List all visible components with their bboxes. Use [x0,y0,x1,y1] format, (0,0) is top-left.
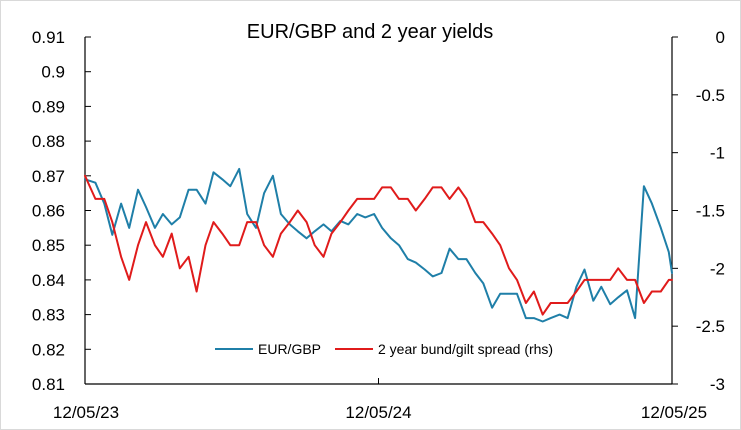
right-tick-label: -1.5 [696,202,725,221]
right-tick-label: -0.5 [696,86,725,105]
right-tick-label: -3 [710,375,725,394]
left-tick-label: 0.87 [32,167,65,186]
legend-label: EUR/GBP [258,341,321,357]
x-tick-label: 12/05/23 [53,403,119,422]
right-tick-label: -1 [710,144,725,163]
left-tick-label: 0.91 [32,28,65,47]
left-tick-label: 0.88 [32,132,65,151]
legend: EUR/GBP 2 year bund/gilt spread (rhs) [215,341,553,357]
x-tick-label: 12/05/24 [345,403,411,422]
legend-label: 2 year bund/gilt spread (rhs) [378,341,553,357]
axes: 0.91 0.9 0.89 0.88 0.87 0.86 0.85 0.84 0.83 0.82 0… [32,28,725,422]
left-tick-label: 0.85 [32,236,65,255]
left-tick-label: 0.84 [32,271,65,290]
left-tick-label: 0.89 [32,97,65,116]
left-tick-label: 0.82 [32,340,65,359]
right-tick-label: 0 [716,28,725,47]
series-layer [84,167,673,323]
left-tick-label: 0.81 [32,375,65,394]
chart-title: EUR/GBP and 2 year yields [247,21,493,43]
left-tick-label: 0.9 [41,63,65,82]
left-tick-label: 0.86 [32,202,65,221]
series-line-eur-gbp [84,167,673,323]
series-line-bund-gilt-spread [84,174,673,316]
right-tick-label: -2.5 [696,317,725,336]
left-tick-label: 0.83 [32,306,65,325]
x-tick-label: 12/05/25 [641,403,707,422]
right-tick-label: -2 [710,259,725,278]
